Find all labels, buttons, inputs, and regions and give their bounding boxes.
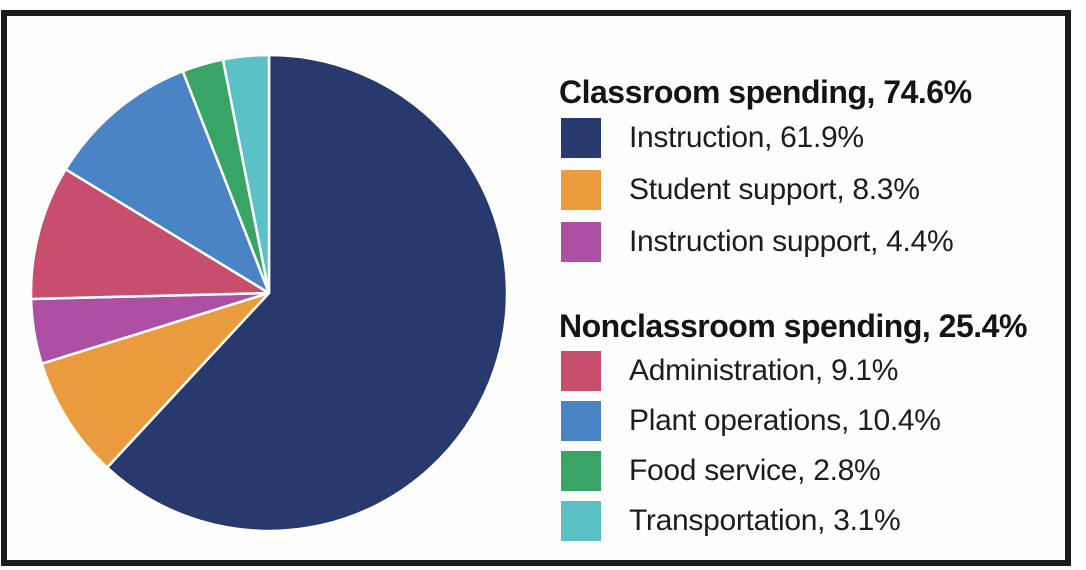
legend-item-label: Food service, 2.8% — [629, 454, 881, 487]
legend-item-transportation: Transportation, 3.1% — [555, 496, 1075, 546]
legend-item-label: Administration, 9.1% — [629, 354, 899, 387]
legend-item-food-service: Food service, 2.8% — [555, 446, 1075, 496]
swatch-transportation — [561, 501, 601, 541]
legend-item-label: Plant operations, 10.4% — [629, 404, 941, 437]
legend-item-instruction-support: Instruction support, 4.4% — [555, 216, 1075, 268]
legend-item-instruction: Instruction, 61.9% — [555, 112, 1075, 164]
pie-chart-svg — [29, 53, 509, 533]
swatch-food-service — [561, 451, 601, 491]
legend: Classroom spending, 74.6% Instruction, 6… — [555, 72, 1075, 546]
legend-item-label: Transportation, 3.1% — [629, 504, 901, 537]
legend-item-plant-operations: Plant operations, 10.4% — [555, 396, 1075, 446]
pie-chart — [25, 49, 513, 537]
figure-frame: Classroom spending, 74.6% Instruction, 6… — [1, 10, 1071, 566]
legend-item-label: Student support, 8.3% — [629, 173, 920, 206]
swatch-instruction-support — [561, 222, 601, 262]
legend-group-heading-classroom: Classroom spending, 74.6% — [559, 74, 972, 110]
pie-slice-instruction — [105, 53, 509, 533]
legend-item-label: Instruction, 61.9% — [629, 121, 864, 154]
swatch-student-support — [561, 170, 601, 210]
legend-group-heading-nonclassroom: Nonclassroom spending, 25.4% — [559, 308, 1027, 344]
legend-item-student-support: Student support, 8.3% — [555, 164, 1075, 216]
pie-slice-plant-operations — [64, 69, 271, 295]
pie-slice-transportation — [221, 53, 271, 295]
swatch-administration — [561, 351, 601, 391]
legend-item-label: Instruction support, 4.4% — [629, 225, 954, 258]
pie-slice-administration — [29, 168, 271, 301]
swatch-instruction — [561, 118, 601, 158]
legend-item-administration: Administration, 9.1% — [555, 346, 1075, 396]
pie-slice-student-support — [40, 291, 271, 469]
swatch-plant-operations — [561, 401, 601, 441]
